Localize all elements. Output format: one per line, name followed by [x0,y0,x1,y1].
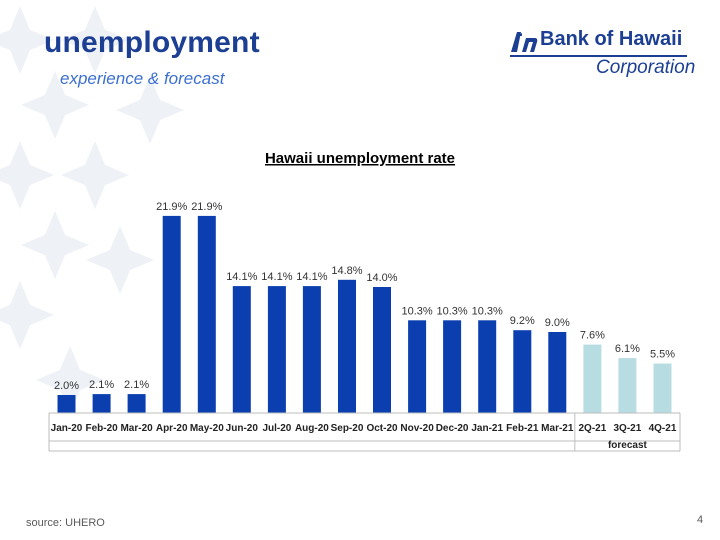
category-tick-label: Jan-20 [51,423,83,434]
bar-value-label: 2.1% [89,379,114,391]
bar-value-label: 14.1% [226,271,257,283]
actual-bar [443,320,462,413]
category-tick-label: 2Q-21 [579,423,607,434]
bank-logo-name: Bank of Hawaii [540,28,683,50]
bar-value-label: 21.9% [156,201,187,213]
actual-bar [478,320,497,413]
page-title: unemployment [44,26,260,59]
background-star-shape [86,226,154,294]
bar-value-label: 5.5% [650,349,675,361]
bar-value-label: 6.1% [615,343,640,355]
category-tick-label: Dec-20 [436,423,469,434]
category-tick-label: May-20 [190,423,224,434]
bank-logo-icon [511,32,538,52]
background-star-shape [61,6,129,74]
background-star-shape [0,141,54,209]
actual-bar [548,332,567,413]
category-tick-label: Jul-20 [262,423,291,434]
actual-bar [373,287,391,413]
bar-value-label: 10.3% [436,305,467,317]
bank-logo-corporation: Corporation [596,57,696,78]
actual-bar [267,286,286,413]
category-tick-label: Feb-20 [85,423,118,434]
forecast-bar [583,344,602,413]
background-star-shape [36,346,104,414]
bar-value-label: 9.0% [545,317,570,329]
background-star-shape [0,281,54,349]
actual-bar [302,286,321,413]
actual-bar [197,215,216,413]
background-pattern [0,6,184,414]
background-star-shape [0,6,54,74]
forecast-group-label: forecast [608,440,648,451]
actual-bar [338,279,356,413]
bar-value-label: 9.2% [510,315,535,327]
actual-bar [232,286,251,413]
forecast-bar [618,358,637,413]
category-tick-label: Oct-20 [366,423,398,434]
bar-value-label: 21.9% [191,201,222,213]
background-star-shape [116,76,184,144]
bank-logo: Bank of Hawaii Corporation [510,28,700,82]
actual-bar [408,320,427,413]
background-star-shape [21,71,89,139]
background-star-shape [21,211,89,279]
category-tick-label: Aug-20 [295,423,329,434]
category-tick-label: Mar-21 [541,423,574,434]
category-tick-label: Jan-21 [471,423,503,434]
forecast-bar [653,363,672,413]
actual-bar [162,215,181,413]
actual-bar [127,394,146,413]
page-number: 4 [697,514,704,526]
bank-logo-rule [510,55,687,57]
bar-value-label: 14.8% [331,265,362,277]
bar-value-label: 10.3% [472,305,503,317]
actual-bar [513,330,532,413]
bar-value-label: 7.6% [580,330,605,342]
bar-value-label: 14.1% [261,271,292,283]
bar-value-label: 14.0% [366,272,397,284]
category-tick-label: Sep-20 [331,423,364,434]
category-tick-label: 3Q-21 [614,423,642,434]
chart-title: Hawaii unemployment rate [265,150,455,167]
category-tick-label: Feb-21 [506,423,539,434]
bar-value-label: 2.0% [54,380,79,392]
bar-value-label: 14.1% [296,271,327,283]
actual-bar [92,394,111,413]
source-note: source: UHERO [26,517,105,529]
category-tick-label: Apr-20 [156,423,188,434]
background-star-shape [61,141,129,209]
bar-value-label: 2.1% [124,379,149,391]
category-tick-label: 4Q-21 [649,423,677,434]
bar-value-label: 10.3% [401,305,432,317]
page-subtitle: experience & forecast [60,69,225,88]
category-tick-label: Jun-20 [226,423,259,434]
actual-bar [57,395,76,413]
category-tick-label: Mar-20 [120,423,153,434]
category-tick-label: Nov-20 [400,423,434,434]
